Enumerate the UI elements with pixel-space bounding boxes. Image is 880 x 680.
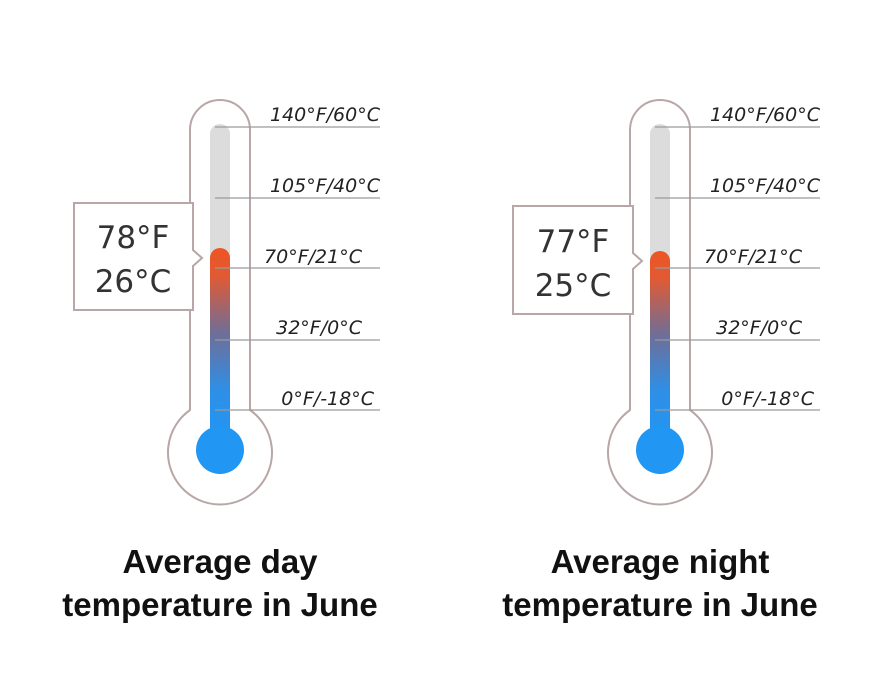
- night-caption-line1: Average night: [550, 543, 770, 580]
- day-caption-line2: temperature in June: [62, 586, 378, 623]
- scale-labels: 140°F/60°C 105°F/40°C 70°F/21°C 32°F/0°C…: [704, 104, 821, 410]
- scale-label-105f: 105°F/40°C: [710, 175, 821, 197]
- reading-celsius: 25°C: [535, 268, 612, 304]
- scale-label-32f: 32°F/0°C: [716, 317, 803, 339]
- scale-labels: 140°F/60°C 105°F/40°C 70°F/21°C 32°F/0°C…: [264, 104, 381, 410]
- day-caption: Average day temperature in June: [0, 540, 440, 626]
- reading-fahrenheit: 77°F: [537, 224, 610, 260]
- night-thermometer: 140°F/60°C 105°F/40°C 70°F/21°C 32°F/0°C…: [512, 99, 821, 506]
- reading-fahrenheit: 78°F: [97, 220, 170, 256]
- night-caption-line2: temperature in June: [502, 586, 818, 623]
- night-caption: Average night temperature in June: [440, 540, 880, 626]
- scale-label-105f: 105°F/40°C: [270, 175, 381, 197]
- reading-callout-box: [73, 202, 204, 311]
- mercury-column: [210, 248, 230, 438]
- thermometer-bulb: [196, 426, 244, 474]
- scale-label-70f: 70°F/21°C: [264, 246, 363, 268]
- mercury-column: [650, 251, 670, 438]
- scale-label-32f: 32°F/0°C: [276, 317, 363, 339]
- reading-celsius: 26°C: [95, 264, 172, 300]
- day-caption-line1: Average day: [122, 543, 318, 580]
- scale-label-0f: 0°F/-18°C: [721, 388, 814, 410]
- day-thermometer: 140°F/60°C 105°F/40°C 70°F/21°C 32°F/0°C…: [73, 99, 381, 506]
- scale-gridlines: [655, 126, 820, 411]
- thermometer-bulb: [636, 426, 684, 474]
- scale-label-70f: 70°F/21°C: [704, 246, 803, 268]
- scale-label-140f: 140°F/60°C: [710, 104, 821, 126]
- scale-label-0f: 0°F/-18°C: [281, 388, 374, 410]
- scale-label-140f: 140°F/60°C: [270, 104, 381, 126]
- scale-gridlines: [215, 126, 380, 411]
- reading-callout-box: [512, 205, 644, 315]
